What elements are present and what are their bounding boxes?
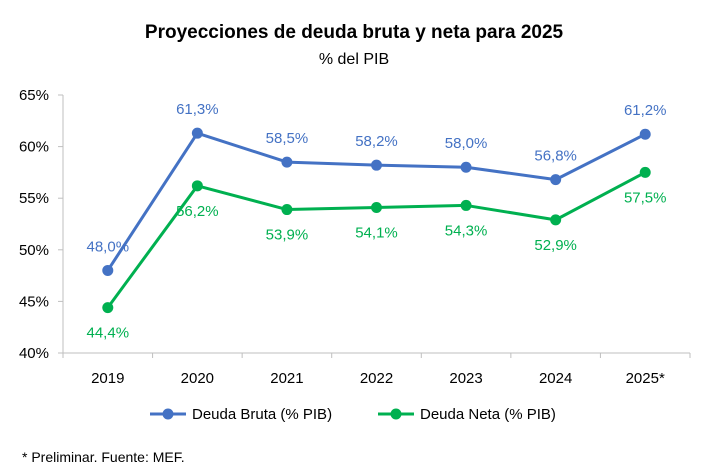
y-tick-label: 55% (19, 190, 49, 207)
x-tick-label: 2021 (270, 370, 303, 387)
data-label: 52,9% (534, 237, 577, 254)
data-label: 54,3% (445, 222, 488, 239)
data-point (281, 204, 293, 216)
x-axis: 2019 2020 2021 2022 2023 2024 2025* (62, 352, 691, 387)
legend: Deuda Bruta (% PIB) Deuda Neta (% PIB) (150, 406, 556, 423)
y-tick-label: 40% (19, 345, 49, 362)
data-point (281, 156, 293, 168)
data-label: 61,2% (624, 102, 667, 119)
y-tick-label: 50% (19, 242, 49, 259)
data-point (550, 174, 562, 186)
data-point (102, 302, 114, 314)
data-point (639, 166, 651, 178)
data-point (102, 264, 114, 276)
x-tick-label: 2020 (181, 370, 214, 387)
data-label: 58,5% (266, 130, 309, 147)
data-label: 58,0% (445, 135, 488, 152)
data-point (639, 128, 651, 140)
legend-marker (162, 408, 174, 420)
series-layer: 48,0% 61,3% 58,5% 58,2% 58,0% 56,8% 61,2% 44,4%… (87, 101, 667, 341)
data-label: 48,0% (87, 238, 130, 255)
x-tick-label: 2024 (539, 370, 572, 387)
data-point (371, 159, 382, 171)
series-deuda-bruta: 48,0% 61,3% 58,5% 58,2% 58,0% 56,8% 61,2% (87, 101, 667, 276)
data-label: 53,9% (266, 227, 309, 244)
legend-marker (390, 408, 402, 420)
data-point (550, 214, 562, 226)
data-point (460, 199, 472, 211)
y-tick-label: 45% (19, 293, 49, 310)
series-deuda-neta: 44,4% 56,2% 53,9% 54,1% 54,3% 52,9% 57,5% (87, 166, 667, 342)
data-label: 57,5% (624, 189, 667, 206)
chart-subtitle: % del PIB (319, 51, 389, 68)
data-label: 44,4% (87, 325, 130, 342)
data-point (371, 201, 382, 213)
chart-title: Proyecciones de deuda bruta y neta para … (145, 22, 564, 43)
data-label: 58,2% (355, 133, 398, 150)
data-point (191, 180, 203, 192)
x-tick-label: 2019 (91, 370, 124, 387)
data-point (191, 127, 203, 139)
data-point (460, 161, 472, 173)
x-tick-label: 2025* (626, 370, 665, 387)
y-tick-label: 60% (19, 139, 49, 156)
legend-label: Deuda Neta (% PIB) (420, 406, 556, 423)
legend-label: Deuda Bruta (% PIB) (192, 406, 332, 423)
data-label: 54,1% (355, 224, 398, 241)
y-tick-label: 65% (19, 87, 49, 104)
y-axis: 40% 45% 50% 55% 60% 65% (19, 87, 64, 362)
data-label: 61,3% (176, 101, 219, 118)
x-tick-label: 2022 (360, 370, 393, 387)
x-tick-label: 2023 (449, 370, 482, 387)
data-label: 56,8% (534, 148, 577, 165)
data-label: 56,2% (176, 203, 219, 220)
footnote: * Preliminar. Fuente: MEF. (22, 449, 185, 465)
